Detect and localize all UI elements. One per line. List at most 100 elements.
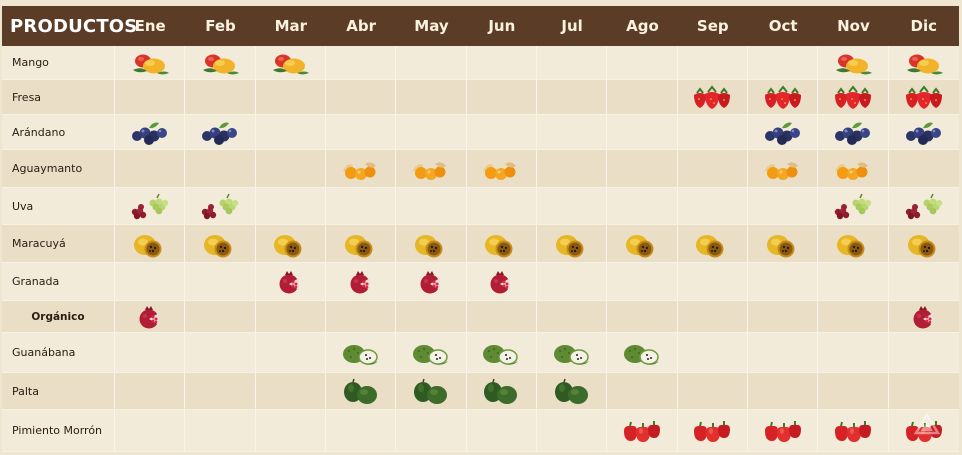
month-cell-may [396, 150, 467, 187]
month-cell-ago [607, 188, 678, 224]
month-cell-abr [326, 333, 397, 372]
blueberry-icon [764, 122, 800, 145]
pomegranate-icon [490, 270, 511, 293]
avocado-icon [413, 378, 447, 404]
bell-pepper-icon [905, 420, 942, 442]
month-cell-feb [185, 373, 256, 409]
product-row-fresa: Fresa [2, 80, 959, 115]
month-cell-ago [607, 263, 678, 300]
month-cell-mar [256, 150, 326, 187]
month-cell-oct [748, 410, 819, 451]
avocado-icon [554, 378, 588, 404]
product-row-arandano: Arándano [2, 115, 959, 150]
month-cell-dic [889, 46, 959, 79]
goldenberry-icon [835, 161, 869, 180]
goldenberry-icon [342, 161, 376, 180]
month-cell-jul [537, 150, 608, 187]
month-cell-mar [256, 263, 326, 300]
month-cell-ago [607, 225, 678, 262]
month-header-mar: Mar [274, 17, 308, 35]
month-cell-jul [537, 46, 608, 79]
month-cell-dic [889, 115, 959, 149]
month-cell-nov [818, 301, 889, 332]
month-cell-mar [256, 46, 326, 79]
month-cell-sep [678, 410, 749, 451]
month-cell-feb [185, 263, 256, 300]
month-header-oct: Oct [768, 17, 798, 35]
month-header-dic: Dic [910, 17, 938, 35]
month-cell-ene [115, 333, 186, 372]
month-header-feb: Feb [205, 17, 236, 35]
month-cell-ene [115, 150, 186, 187]
month-header-sep: Sep [696, 17, 729, 35]
month-cell-may [396, 46, 467, 79]
passionfruit-icon [555, 234, 584, 257]
month-cell-dic [889, 188, 959, 224]
month-cell-ene [115, 225, 186, 262]
month-cell-feb [185, 115, 256, 149]
grape-icon [905, 193, 943, 220]
month-cell-jul [537, 80, 608, 114]
product-row-granada: Granada [2, 263, 959, 301]
month-cell-nov [818, 333, 889, 372]
month-cell-sep [678, 188, 749, 224]
month-cell-ago [607, 80, 678, 114]
passionfruit-icon [837, 234, 865, 257]
month-cell-feb [185, 301, 256, 332]
month-cell-may [396, 301, 467, 332]
month-cell-mar [256, 115, 326, 149]
product-label: Arándano [2, 115, 115, 149]
month-cell-oct [748, 263, 819, 300]
month-cell-oct [748, 373, 819, 409]
month-cell-mar [256, 373, 326, 409]
month-cell-dic [889, 263, 959, 300]
month-cell-may [396, 333, 467, 372]
month-cell-feb [185, 333, 256, 372]
bell-pepper-icon [624, 420, 660, 442]
mango-icon [132, 54, 169, 74]
product-row-maracuya: Maracuyá [2, 225, 959, 263]
month-cell-may [396, 115, 467, 149]
month-cell-nov [818, 46, 889, 79]
month-cell-feb [185, 46, 256, 79]
month-cell-ago [607, 410, 678, 451]
product-label: Granada [2, 263, 115, 300]
month-cell-may [396, 225, 467, 262]
blueberry-icon [131, 122, 167, 145]
month-cell-dic [889, 333, 959, 372]
month-cell-nov [818, 373, 889, 409]
month-cell-abr [326, 46, 397, 79]
month-cell-mar [256, 301, 326, 332]
month-cell-may [396, 373, 467, 409]
month-cell-sep [678, 150, 749, 187]
month-cell-ago [607, 301, 678, 332]
month-cell-abr [326, 188, 397, 224]
month-cell-jul [537, 410, 608, 451]
month-cell-feb [185, 188, 256, 224]
month-cell-dic [889, 301, 959, 332]
passionfruit-icon [766, 234, 795, 257]
blueberry-icon [835, 122, 871, 145]
month-cell-nov [818, 410, 889, 451]
product-row-guanabana: Guanábana [2, 333, 959, 373]
grape-icon [131, 193, 168, 220]
month-cell-abr [326, 301, 397, 332]
month-cell-jun [467, 410, 537, 451]
month-cell-mar [256, 225, 326, 262]
month-cell-oct [748, 301, 819, 332]
month-cell-jun [467, 263, 537, 300]
avocado-icon [343, 378, 377, 404]
month-cell-mar [256, 410, 326, 451]
pomegranate-icon [913, 305, 933, 328]
month-cell-abr [326, 115, 397, 149]
blueberry-icon [201, 122, 237, 145]
pomegranate-icon [139, 305, 159, 328]
month-cell-sep [678, 301, 749, 332]
product-row-pimiento-morron: Pimiento Morrón [2, 410, 959, 452]
soursop-icon [624, 344, 659, 365]
product-row-uva: Uva [2, 188, 959, 225]
month-cell-jul [537, 301, 608, 332]
passionfruit-icon [907, 234, 936, 257]
grape-icon [201, 193, 239, 220]
